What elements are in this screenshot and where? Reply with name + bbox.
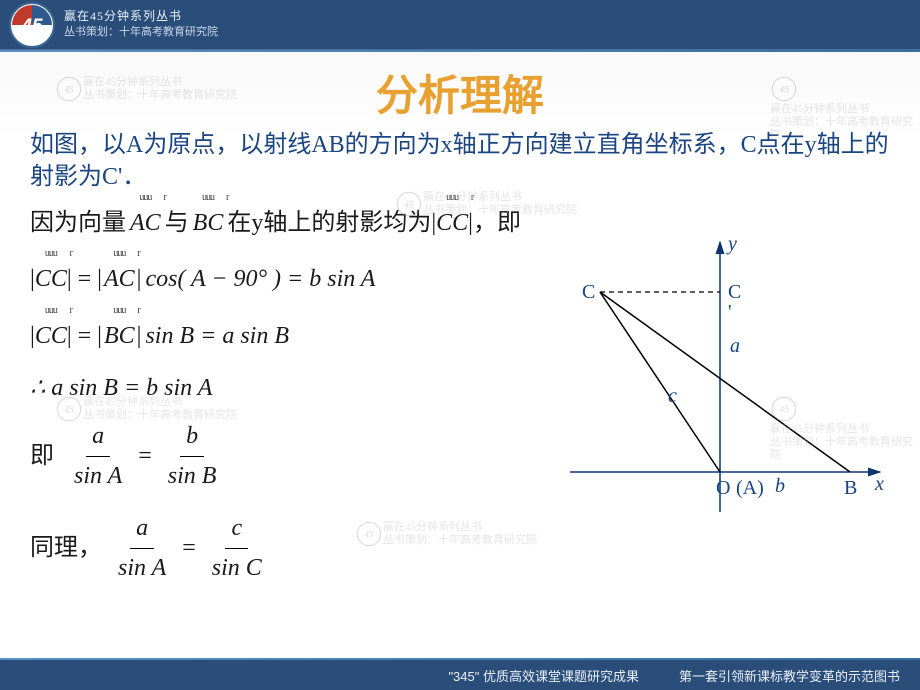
vector-AC: AC — [104, 260, 135, 298]
vector-CC: CC — [436, 204, 468, 242]
denominator: sin A — [68, 457, 128, 495]
footer-right: 第一套引领新课标教学变革的示范图书 — [679, 666, 900, 685]
math-line-5: 即 a sin A = b sin B — [30, 417, 580, 495]
denominator: sin C — [206, 549, 268, 587]
content-area: 分析理解 如图，以A为原点，以射线AB的方向为x轴正方向建立直角坐标系，C点在y… — [0, 52, 920, 587]
math-line-2: |CC| = |AC| cos( A − 90° ) = b sin A — [30, 260, 580, 298]
denominator: sin A — [112, 549, 172, 587]
side-a-label: a — [730, 335, 740, 357]
vector-BC: BC — [104, 317, 135, 355]
text: 与 — [165, 204, 189, 242]
logo-45-icon: 45 — [8, 1, 56, 49]
page-title: 分析理解 — [30, 62, 890, 123]
math-line-6: 同理， a sin A = c sin C — [30, 509, 580, 587]
point-B-label: B — [844, 477, 857, 499]
text: 同理， — [30, 529, 102, 567]
text: 在y轴上的射影均为| — [227, 204, 436, 242]
point-Cprime-label: C — [728, 281, 741, 303]
fraction: c sin C — [206, 509, 268, 587]
header-line2: 丛书策划：十年高考教育研究院 — [64, 25, 218, 40]
numerator: c — [225, 509, 248, 548]
math-line-3: |CC| = |BC| sin B = a sin B — [30, 317, 580, 355]
fraction: a sin A — [112, 509, 172, 587]
math-line-1: 因为向量 AC 与 BC 在y轴上的射影均为| CC |，即 — [30, 204, 580, 242]
side-b-label: b — [775, 475, 785, 497]
point-C-label: C — [582, 281, 595, 303]
text: 即 — [30, 437, 54, 475]
expr: cos( A − 90° ) = b sin A — [145, 260, 375, 298]
axis-y-label: y — [726, 233, 737, 255]
point-O-label: O — [716, 477, 730, 499]
vector-CC: CC — [35, 260, 67, 298]
footer-bar: "345" 优质高效课堂课题研究成果 第一套引领新课标教学变革的示范图书 — [0, 660, 920, 690]
logo-text: 45 — [20, 16, 43, 37]
text: 因为向量 — [30, 204, 126, 242]
denominator: sin B — [162, 457, 223, 495]
side-c-label: c — [668, 385, 677, 407]
footer-left: "345" 优质高效课堂课题研究成果 — [448, 666, 639, 685]
fraction: a sin A — [68, 417, 128, 495]
fraction: b sin B — [162, 417, 223, 495]
math-area: 因为向量 AC 与 BC 在y轴上的射影均为| CC |，即 |CC| = |A… — [30, 204, 580, 587]
vector-AC: AC — [130, 204, 161, 242]
numerator: a — [86, 417, 110, 456]
header-text: 赢在45分钟系列丛书 丛书策划：十年高考教育研究院 — [64, 8, 218, 40]
expr: sin B = a sin B — [145, 317, 289, 355]
math-line-4: ∴ a sin B = b sin A — [30, 369, 580, 407]
vector-BC: BC — [193, 204, 224, 242]
numerator: b — [180, 417, 204, 456]
point-A-label: (A) — [736, 477, 764, 499]
svg-text:': ' — [728, 301, 732, 323]
problem-text: 如图，以A为原点，以射线AB的方向为x轴正方向建立直角坐标系，C点在y轴上的射影… — [30, 129, 890, 194]
vector-CC: CC — [35, 317, 67, 355]
header-line1: 赢在45分钟系列丛书 — [64, 8, 218, 25]
text: |，即 — [468, 204, 521, 242]
numerator: a — [130, 509, 154, 548]
header-bar: 45 赢在45分钟系列丛书 丛书策划：十年高考教育研究院 — [0, 0, 920, 50]
axis-x-label: x — [874, 473, 884, 495]
coordinate-diagram: yxCC'O(A)Babc — [570, 252, 890, 532]
